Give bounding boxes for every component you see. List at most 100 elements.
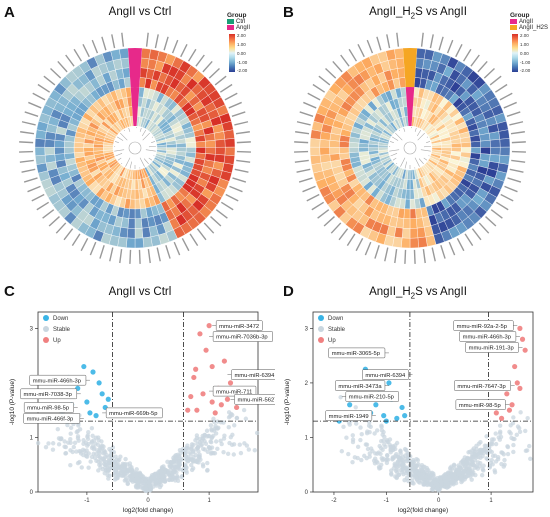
row-label-mark [303, 101, 317, 109]
dendrogram-branch [392, 136, 399, 141]
point-up [504, 391, 510, 397]
row-label-mark [510, 131, 525, 135]
label-box [325, 410, 373, 421]
point-stable [75, 434, 81, 439]
point-stable [426, 468, 431, 473]
point-stable [507, 429, 512, 435]
row-label-mark [43, 75, 56, 86]
point-stable [509, 435, 514, 441]
point-stable [443, 479, 448, 484]
point-stable [377, 443, 382, 449]
dendrogram-branch [398, 129, 400, 132]
point-stable [393, 468, 399, 474]
point-up [193, 366, 199, 372]
point-stable [493, 441, 499, 447]
row-label-mark [318, 75, 331, 86]
row-label-mark [82, 43, 90, 58]
point-stable [433, 481, 439, 486]
point-stable [75, 428, 80, 434]
point-label: mmu-miR-711 [216, 389, 252, 395]
heatmap-cell [489, 139, 501, 148]
point-stable [413, 464, 418, 469]
dendrogram-branch [145, 149, 156, 152]
dendrogram-root [403, 141, 417, 155]
legend-title: Group [227, 12, 247, 19]
point-stable [190, 459, 195, 464]
row-label-mark [147, 249, 151, 264]
point-stable [481, 463, 486, 468]
row-label-mark [145, 32, 149, 47]
point-up [212, 410, 218, 416]
heatmap-cell [402, 218, 411, 229]
point-stable [153, 471, 158, 477]
heatmap-cell [499, 146, 511, 157]
point-stable [205, 460, 210, 466]
point-stable [131, 469, 136, 474]
point-stable [478, 455, 483, 460]
point-down [87, 410, 93, 416]
dendrogram-branch [389, 141, 394, 143]
heatmap-cell [134, 198, 141, 210]
point-down [399, 404, 405, 411]
heatmap-cell [122, 67, 131, 79]
point-stable [379, 424, 384, 430]
x-tick-label: 1 [207, 498, 211, 504]
point-stable [410, 467, 416, 473]
panel-a-title: AngII vs Ctrl [108, 6, 172, 18]
y-tick-label: 0 [305, 490, 309, 496]
point-stable [430, 487, 436, 492]
point-stable [366, 423, 372, 428]
point-stable [431, 473, 436, 478]
point-stable [158, 478, 163, 484]
point-down [93, 413, 99, 419]
point-stable [194, 446, 199, 452]
heatmap-cell [176, 142, 187, 148]
heatmap-cell [309, 146, 321, 157]
point-stable [68, 425, 74, 431]
row-label-mark [394, 249, 398, 264]
point-stable [359, 457, 364, 463]
row-label-mark [234, 121, 249, 126]
point-stable [81, 452, 86, 458]
point-stable [474, 463, 479, 468]
row-label-mark [195, 54, 205, 67]
label-box [23, 402, 74, 413]
circular-heatmap-a [19, 32, 251, 264]
point-stable [172, 469, 177, 475]
row-label-mark [91, 39, 99, 54]
row-label-mark [404, 249, 407, 264]
point-stable [525, 415, 530, 421]
point-stable [359, 431, 364, 437]
y-axis-label: -log10 (P-value) [284, 379, 291, 425]
row-label-mark [431, 247, 436, 262]
point-stable [384, 457, 390, 462]
point-stable [158, 483, 164, 488]
point-stable [414, 456, 419, 462]
point-stable [107, 473, 112, 478]
row-label-mark [376, 36, 382, 51]
row-label-mark [325, 68, 337, 79]
row-label-mark [111, 34, 116, 49]
point-stable [100, 466, 105, 472]
point-stable [409, 478, 415, 483]
point-stable [162, 478, 167, 483]
label-box [231, 369, 275, 380]
legend-label: Down [53, 316, 68, 322]
row-label-mark [73, 48, 83, 62]
point-stable [234, 415, 240, 421]
point-stable [172, 454, 177, 459]
row-label-mark [121, 32, 125, 47]
point-stable [403, 447, 409, 453]
row-label-mark [109, 247, 114, 262]
row-label-mark [23, 177, 38, 183]
point-stable [120, 468, 126, 473]
point-stable [370, 449, 375, 454]
point-label: mmu-miR-7036b-3p [216, 335, 268, 341]
dendrogram-branch [420, 149, 431, 152]
heatmap-cell [195, 147, 206, 154]
point-stable [389, 472, 394, 477]
point-stable [338, 395, 343, 400]
row-label-mark [24, 111, 39, 117]
row-label-mark [27, 185, 41, 193]
heatmap-cell [35, 154, 47, 165]
